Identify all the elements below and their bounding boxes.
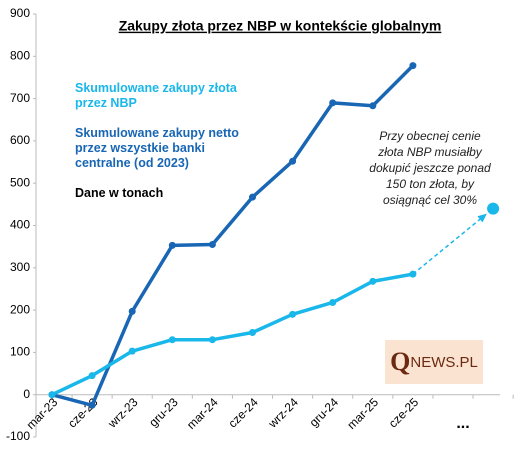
data-point <box>249 193 256 201</box>
data-point <box>409 62 417 70</box>
data-point <box>369 102 377 110</box>
y-tick-label: 600 <box>10 133 30 147</box>
data-point <box>249 329 256 337</box>
y-tick-label: 300 <box>10 260 30 274</box>
y-tick-label: 400 <box>10 218 30 232</box>
data-point <box>168 336 176 344</box>
data-point <box>128 347 136 355</box>
data-point <box>128 307 136 315</box>
y-tick-label: 200 <box>10 302 30 316</box>
x-tick-label: mar-25 <box>344 395 381 432</box>
y-tick-label: 0 <box>23 387 30 401</box>
logo-q: Q <box>390 347 411 376</box>
chart-title: Zakupy złota przez NBP w kontekście glob… <box>119 18 442 34</box>
projection-arrowhead <box>477 213 487 223</box>
data-point <box>289 157 297 165</box>
y-tick-label: 900 <box>10 6 30 20</box>
data-point <box>208 336 216 344</box>
x-tick-label: gru-23 <box>146 395 181 430</box>
x-tick-label: wrz-24 <box>265 395 301 431</box>
series-line <box>51 64 415 408</box>
logo-text: NEWS.PL <box>410 353 478 371</box>
logo: Q NEWS.PL <box>385 340 483 384</box>
x-tick-label: mar-24 <box>184 395 221 432</box>
data-point <box>208 241 216 249</box>
data-point <box>487 202 500 215</box>
data-point <box>329 99 337 107</box>
y-tick-label: 800 <box>10 48 30 62</box>
data-point <box>168 241 176 249</box>
annotation: Przy obecnej cenie złota NBP musiałby do… <box>369 129 491 207</box>
data-point <box>48 391 56 399</box>
legend-entry: Skumulowane zakupy netto przez wszystkie… <box>75 126 239 170</box>
data-point <box>88 372 96 380</box>
data-point <box>329 298 337 306</box>
x-tick-label: cze-25 <box>386 395 422 431</box>
legend: Skumulowane zakupy złota przez NBP Skumu… <box>75 66 275 216</box>
units-note: Dane w tonach <box>75 186 164 200</box>
series-line <box>51 272 414 397</box>
data-point <box>289 310 297 318</box>
x-tick-label: cze-24 <box>225 395 261 431</box>
ellipsis: ... <box>456 415 469 432</box>
legend-entry: Skumulowane zakupy złota przez NBP <box>75 81 237 110</box>
data-point <box>409 270 417 278</box>
x-tick-label: wrz-23 <box>104 395 140 431</box>
y-tick-label: 100 <box>10 345 30 359</box>
x-tick-label: gru-24 <box>307 395 342 430</box>
data-point <box>88 401 96 409</box>
y-tick-label: 500 <box>10 175 30 189</box>
y-tick-label: 700 <box>10 91 30 105</box>
y-tick-label: -100 <box>6 429 30 443</box>
projection-line <box>412 214 486 275</box>
data-point <box>369 277 377 285</box>
